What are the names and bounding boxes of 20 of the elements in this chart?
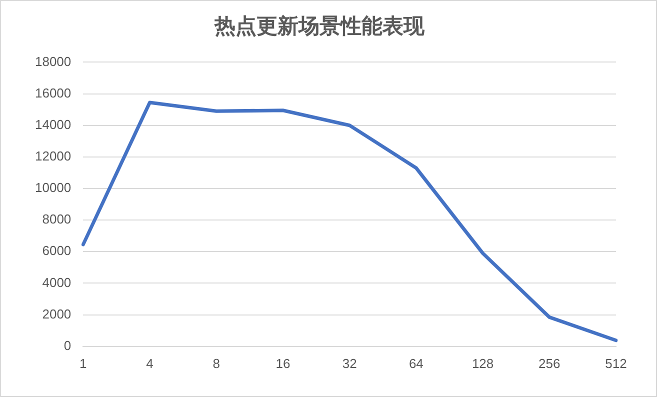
y-tick-label: 12000 [34,148,72,164]
x-tick-label: 512 [605,356,627,371]
x-tick-label: 16 [276,356,290,371]
x-tick-label: 1 [80,356,87,371]
y-tick-label: 14000 [34,116,72,132]
x-tick-label: 32 [342,356,357,371]
x-tick-label: 4 [146,356,154,371]
chart-title: 热点更新场景性能表现 [214,14,426,38]
y-tick-label: 2000 [42,306,72,322]
x-tick-label: 256 [538,356,560,371]
y-tick-label: 16000 [34,85,72,100]
x-tick-label: 128 [472,356,494,371]
y-tick-label: 6000 [42,243,72,258]
y-tick-label: 0 [64,338,72,353]
y-tick-label: 4000 [42,274,72,290]
y-tick-label: 18000 [34,54,72,69]
x-tick-label: 64 [408,356,424,371]
y-tick-label: 8000 [42,212,72,227]
y-tick-label: 10000 [34,180,72,196]
x-tick-label: 8 [212,356,220,371]
